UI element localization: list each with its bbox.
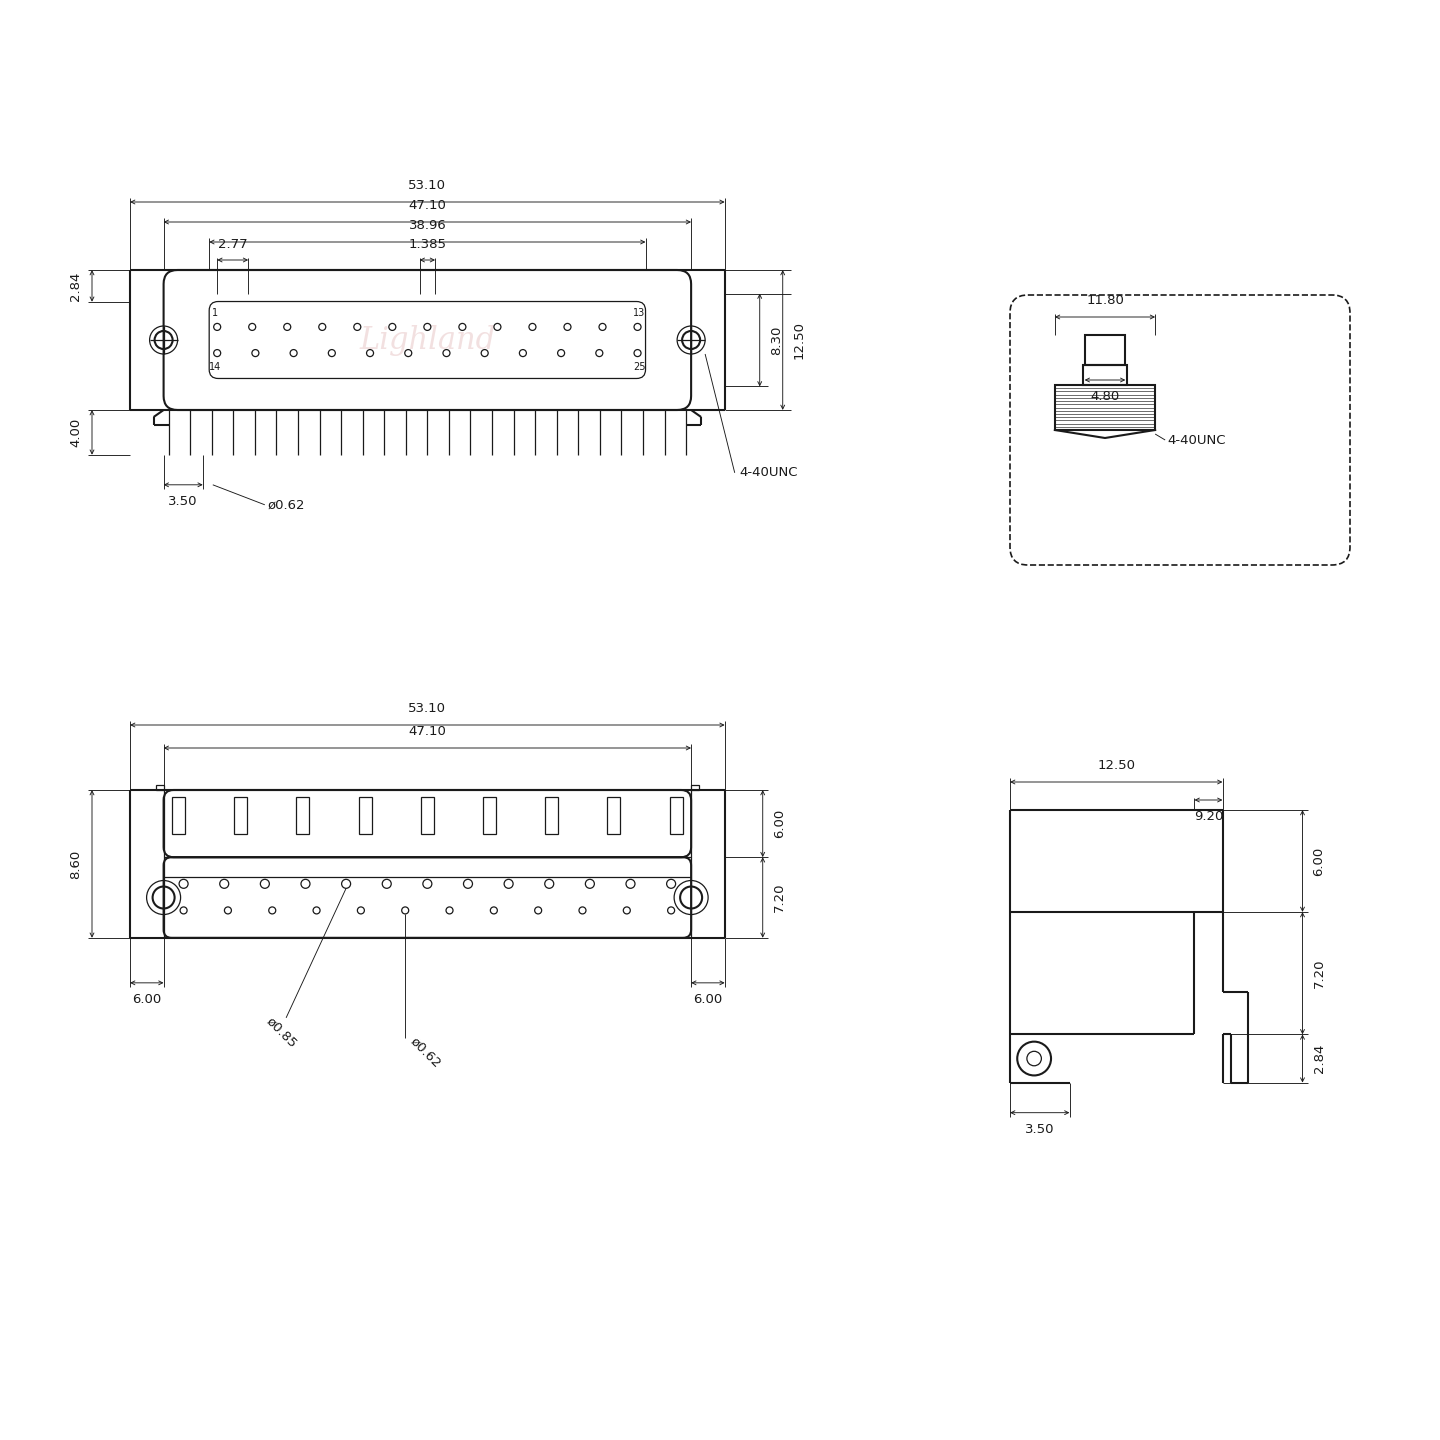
Text: 4.80: 4.80 (1090, 390, 1120, 403)
Text: 6.00: 6.00 (773, 809, 786, 838)
Text: 11.80: 11.80 (1086, 294, 1125, 307)
Text: 4-40UNC: 4-40UNC (1168, 433, 1225, 446)
Bar (608, 796, 621, 834)
Bar (359, 796, 372, 834)
Bar (156, 785, 164, 791)
Text: 25: 25 (634, 361, 645, 372)
Text: ø0.62: ø0.62 (408, 1035, 444, 1071)
Text: 2.84: 2.84 (69, 271, 82, 301)
Text: 3.50: 3.50 (1025, 1123, 1054, 1136)
Bar (173, 796, 186, 834)
Text: 53.10: 53.10 (409, 701, 446, 716)
Text: 12.50: 12.50 (1097, 759, 1135, 772)
Bar (297, 796, 310, 834)
Text: 4.00: 4.00 (69, 418, 82, 446)
Text: 3.50: 3.50 (168, 495, 197, 508)
Bar (546, 796, 559, 834)
Bar (670, 796, 683, 834)
Text: 14: 14 (209, 361, 222, 372)
Text: ø0.62: ø0.62 (268, 498, 305, 511)
Text: 2.77: 2.77 (217, 238, 248, 251)
Text: ø0.85: ø0.85 (264, 1015, 300, 1051)
Text: 1.385: 1.385 (409, 238, 446, 251)
Text: 38.96: 38.96 (409, 219, 446, 232)
Text: 6.00: 6.00 (1312, 847, 1325, 876)
Text: 12.50: 12.50 (792, 321, 806, 359)
Bar (482, 796, 495, 834)
Text: 1: 1 (212, 308, 219, 318)
Text: 6.00: 6.00 (132, 992, 161, 1005)
Text: 9.20: 9.20 (1194, 809, 1223, 824)
Bar (1056, 384, 1155, 431)
Text: Lighland: Lighland (360, 324, 495, 356)
Text: 8.60: 8.60 (69, 850, 82, 878)
Bar (1083, 364, 1128, 384)
Text: 53.10: 53.10 (409, 179, 446, 192)
Text: 7.20: 7.20 (1312, 959, 1325, 988)
Bar (420, 796, 433, 834)
Text: 13: 13 (634, 308, 645, 318)
Bar (691, 785, 700, 791)
Text: 2.84: 2.84 (1312, 1044, 1325, 1073)
Text: 47.10: 47.10 (409, 724, 446, 737)
Bar (235, 796, 248, 834)
Text: 4-40UNC: 4-40UNC (740, 467, 798, 480)
Text: 8.30: 8.30 (770, 325, 783, 354)
Text: 7.20: 7.20 (773, 883, 786, 913)
Text: 47.10: 47.10 (409, 199, 446, 212)
Text: 6.00: 6.00 (693, 992, 723, 1005)
Bar (1084, 336, 1126, 364)
